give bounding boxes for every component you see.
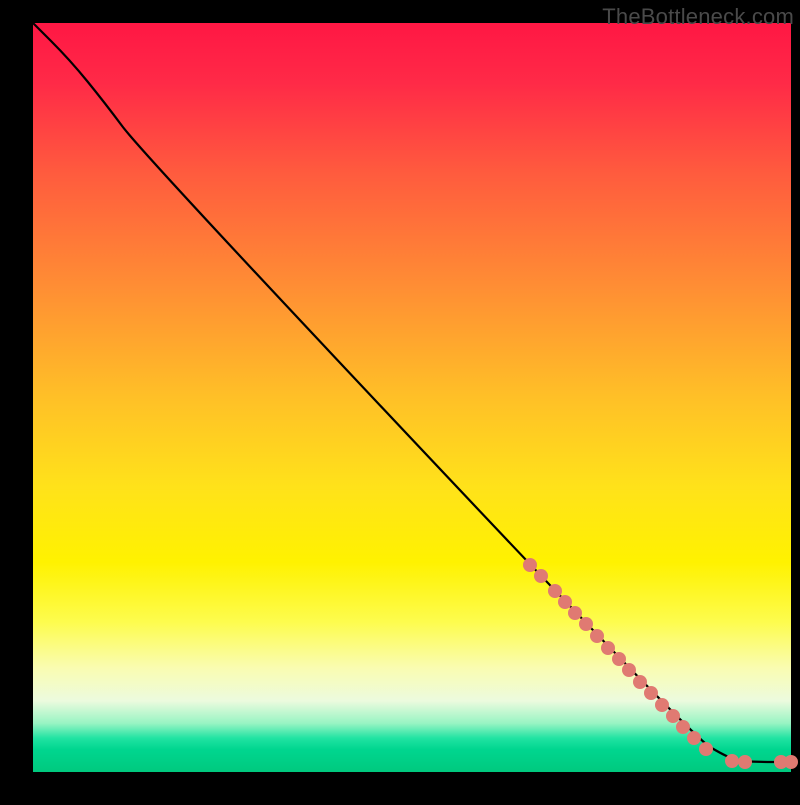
- marker-point: [644, 686, 658, 700]
- marker-point: [676, 720, 690, 734]
- marker-point: [725, 754, 739, 768]
- marker-point: [601, 641, 615, 655]
- marker-point: [548, 584, 562, 598]
- marker-point: [622, 663, 636, 677]
- plot-background: [33, 23, 791, 772]
- marker-point: [534, 569, 548, 583]
- marker-point: [699, 742, 713, 756]
- marker-point: [523, 558, 537, 572]
- marker-point: [612, 652, 626, 666]
- marker-point: [558, 595, 572, 609]
- watermark: TheBottleneck.com: [602, 4, 794, 30]
- marker-point: [568, 606, 582, 620]
- chart-svg: [0, 0, 800, 800]
- marker-point: [655, 698, 669, 712]
- marker-point: [687, 731, 701, 745]
- chart-container: TheBottleneck.com: [0, 0, 800, 800]
- marker-point: [738, 755, 752, 769]
- marker-point: [579, 617, 593, 631]
- marker-point: [784, 755, 798, 769]
- marker-point: [633, 675, 647, 689]
- marker-point: [590, 629, 604, 643]
- marker-point: [666, 709, 680, 723]
